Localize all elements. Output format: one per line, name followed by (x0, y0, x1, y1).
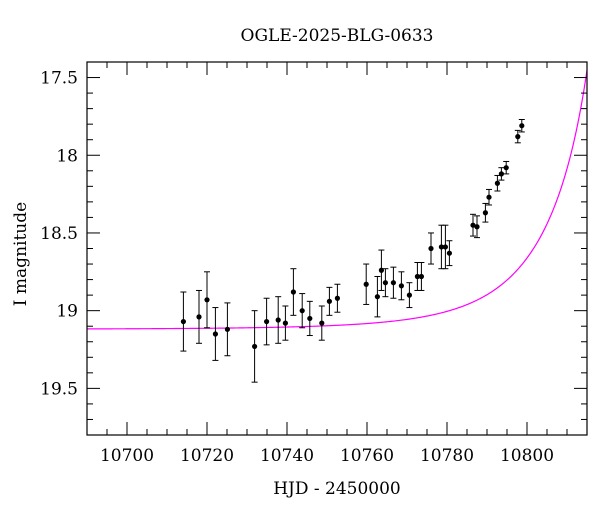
data-point (406, 282, 413, 309)
data-point (486, 188, 492, 206)
data-point (442, 224, 449, 270)
data-marker (438, 244, 444, 250)
data-marker (212, 331, 218, 337)
axis-ticks: 10700 10720 10740 10760 10780 10800 17.5 18 18.5… (40, 61, 588, 466)
data-marker (299, 308, 305, 314)
chart-title: OGLE-2025-BLG-0633 (241, 26, 434, 46)
data-point (414, 261, 421, 291)
data-point (282, 305, 289, 341)
data-point (318, 305, 325, 341)
data-marker (334, 295, 340, 301)
data-point (306, 300, 313, 337)
data-marker (374, 294, 380, 300)
data-point (503, 160, 510, 175)
data-point (204, 271, 210, 329)
data-marker (470, 222, 476, 228)
data-marker (363, 281, 369, 287)
data-point (428, 232, 434, 265)
data-marker (498, 171, 504, 177)
data-point (299, 293, 306, 329)
data-point (418, 261, 425, 291)
data-point (326, 286, 333, 316)
data-marker (290, 289, 296, 295)
data-marker (414, 273, 420, 280)
data-marker (418, 273, 424, 280)
x-tick-label: 10780 (420, 446, 474, 466)
data-marker (180, 318, 186, 325)
data-marker (196, 314, 202, 320)
x-tick-label: 10800 (500, 446, 554, 466)
data-point (180, 291, 187, 352)
y-tick-label: 19.5 (40, 379, 78, 399)
data-point (498, 167, 505, 181)
data-point (334, 283, 341, 313)
data-marker (204, 297, 210, 303)
data-marker (519, 123, 525, 129)
data-point (382, 268, 389, 298)
data-point (251, 310, 258, 383)
data-point (275, 296, 282, 344)
data-marker (319, 320, 325, 326)
x-tick-label: 10700 (100, 446, 154, 466)
data-point (494, 174, 501, 192)
y-axis-label: I magnitude (11, 202, 31, 306)
data-marker (503, 165, 509, 171)
data-marker (382, 280, 388, 286)
data-point (196, 289, 202, 344)
data-marker (515, 134, 521, 140)
data-marker (474, 224, 480, 230)
data-point (378, 249, 385, 291)
data-point (470, 213, 476, 237)
data-point (518, 119, 525, 133)
data-marker (326, 298, 332, 304)
data-point (438, 224, 445, 270)
data-point (263, 297, 270, 346)
data-marker (224, 326, 230, 332)
x-tick-label: 10720 (180, 446, 234, 466)
data-point (212, 307, 219, 361)
data-marker (282, 320, 288, 326)
data-marker (494, 180, 500, 186)
x-tick-label: 10760 (340, 446, 394, 466)
data-marker (428, 245, 434, 252)
data-point (482, 202, 489, 223)
data-point (474, 215, 480, 239)
data-marker (442, 244, 448, 250)
data-marker (390, 280, 396, 286)
data-point (363, 263, 370, 305)
y-tick-label: 18.5 (40, 224, 78, 244)
y-tick-label: 17.5 (40, 69, 78, 89)
data-marker (252, 343, 258, 350)
data-point (514, 129, 521, 144)
data-marker (307, 315, 313, 322)
model-curve (87, 70, 587, 330)
data-point (224, 302, 231, 357)
data-point (398, 271, 405, 301)
data-point (446, 240, 453, 267)
data-marker (398, 283, 404, 289)
y-tick-label: 18 (56, 146, 78, 166)
data-marker (264, 318, 270, 325)
data-point (390, 266, 397, 299)
data-marker (275, 317, 281, 323)
plot-area (87, 70, 587, 383)
x-axis-label: HJD - 2450000 (273, 479, 401, 499)
data-marker (486, 194, 492, 200)
plot-frame (86, 61, 588, 436)
x-tick-label: 10740 (260, 446, 314, 466)
data-point (374, 275, 381, 318)
data-marker (446, 250, 452, 256)
data-marker (406, 292, 412, 298)
data-marker (482, 210, 488, 216)
data-point (290, 268, 297, 316)
y-tick-label: 19 (56, 302, 78, 322)
